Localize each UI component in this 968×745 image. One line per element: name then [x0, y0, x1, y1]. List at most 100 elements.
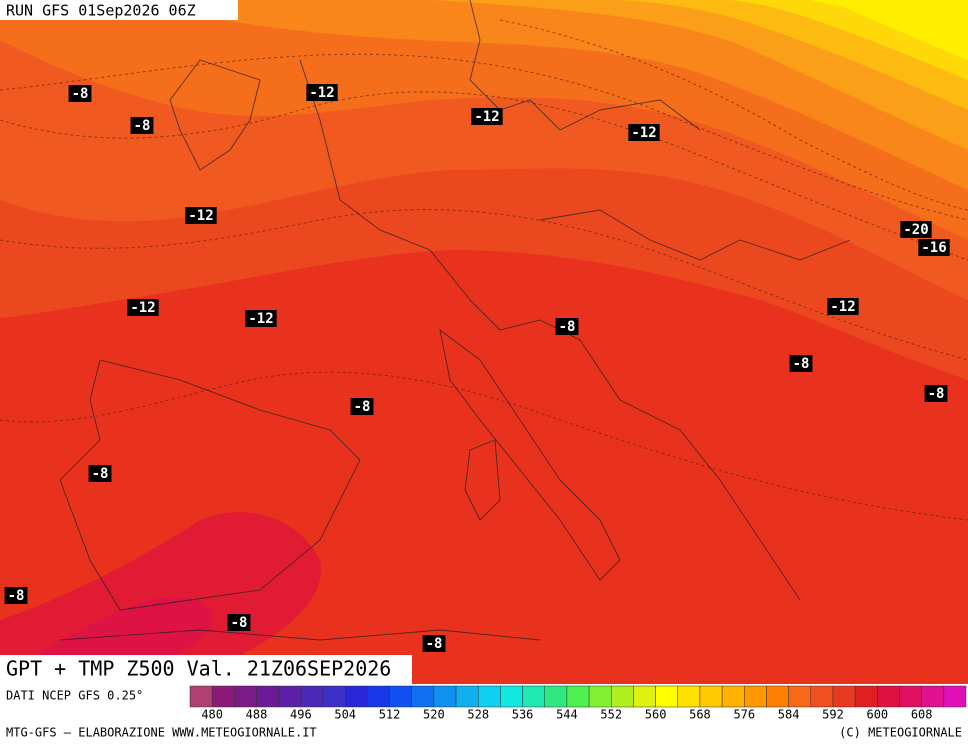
isotherm-text: -12 — [474, 109, 499, 125]
scale-swatch — [810, 685, 834, 708]
scale-swatch — [611, 685, 634, 708]
scale-swatch — [699, 685, 723, 708]
label-box — [245, 310, 277, 327]
scale-swatch — [189, 685, 213, 708]
isotherm-label: -12 — [827, 298, 859, 315]
isotherm-text: -8 — [72, 86, 89, 102]
scale-tick-label: 488 — [246, 708, 268, 722]
scale-swatch — [544, 685, 568, 708]
label-box — [918, 239, 950, 256]
scale-tick-label: 528 — [467, 708, 489, 722]
scale-swatch — [522, 685, 545, 708]
scale-swatch — [721, 685, 745, 708]
label-box — [185, 207, 217, 224]
isotherm-label: -8 — [88, 465, 112, 482]
isotherm-label: -8 — [130, 117, 154, 134]
isotherm-label: -12 — [245, 310, 277, 327]
isotherm-label: -8 — [4, 587, 28, 604]
label-box — [127, 299, 159, 316]
scale-swatch — [588, 685, 612, 708]
label-box — [789, 355, 813, 372]
isotherm-text: -8 — [231, 615, 248, 631]
label-box — [350, 398, 374, 415]
label-box — [306, 84, 338, 101]
isotherm-label: -12 — [306, 84, 338, 101]
scale-swatch — [921, 685, 945, 708]
isotherm-text: -8 — [92, 466, 109, 482]
isotherm-text: -8 — [426, 636, 443, 652]
isotherm-label: -16 — [918, 239, 950, 256]
scale-swatch — [899, 685, 922, 708]
isotherm-text: -20 — [903, 222, 928, 238]
scale-swatch — [389, 685, 412, 708]
isotherm-text: -8 — [8, 588, 25, 604]
run-label: RUN GFS 01Sep2026 06Z — [6, 2, 196, 20]
isotherm-text: -12 — [248, 311, 273, 327]
run-box — [0, 0, 238, 20]
label-box — [4, 587, 28, 604]
scale-tick-label: 520 — [423, 708, 445, 722]
scale-tick-label: 592 — [822, 708, 844, 722]
isotherm-label: -8 — [227, 614, 251, 631]
scale-swatch — [877, 685, 900, 708]
scale-swatch — [832, 685, 856, 708]
scale-tick-label: 544 — [556, 708, 578, 722]
isotherm-label: -8 — [789, 355, 813, 372]
scale-swatch — [234, 685, 257, 708]
scale-swatch — [455, 685, 479, 708]
footer-left: MTG-GFS — ELABORAZIONE WWW.METEOGIORNALE… — [6, 726, 317, 740]
map-field — [0, 0, 968, 684]
scale-tick-label: 496 — [290, 708, 312, 722]
scale-swatch — [256, 685, 279, 708]
isotherm-label: -8 — [68, 85, 92, 102]
isotherm-label: -8 — [555, 318, 579, 335]
scale-swatch — [500, 685, 523, 708]
isotherm-text: -8 — [559, 319, 576, 335]
label-box — [827, 298, 859, 315]
scale-tick-label: 560 — [645, 708, 667, 722]
isotherm-text: -8 — [928, 386, 945, 402]
isotherm-text: -8 — [793, 356, 810, 372]
isotherm-label: -20 — [900, 221, 932, 238]
isotherm-label: -8 — [422, 635, 446, 652]
isotherm-label: -12 — [185, 207, 217, 224]
isotherm-text: -12 — [188, 208, 213, 224]
label-box — [68, 85, 92, 102]
label-box — [422, 635, 446, 652]
title-box — [0, 655, 412, 684]
scale-swatch — [633, 685, 656, 708]
label-box — [227, 614, 251, 631]
scale-tick-label: 576 — [733, 708, 755, 722]
isotherm-labels: -8 -12 -12 -8 -12 -12 -20 -16 -12 -12 -12 -8 -8 -8 -8 -… — [4, 84, 950, 652]
label-box — [900, 221, 932, 238]
scale-tick-label: 512 — [379, 708, 401, 722]
isotherm-text: -8 — [134, 118, 151, 134]
scale-swatch — [211, 685, 235, 708]
scale-swatch — [367, 685, 390, 708]
scale-swatch — [278, 685, 302, 708]
scale-tick-label: 536 — [512, 708, 534, 722]
label-box — [88, 465, 112, 482]
scale-swatch — [322, 685, 346, 708]
scale-tick-label: 600 — [866, 708, 888, 722]
scale-swatch — [766, 685, 789, 708]
isotherm-text: -12 — [309, 85, 334, 101]
isotherm-text: -8 — [354, 399, 371, 415]
scale-tick-label: 608 — [911, 708, 933, 722]
isotherm-text: -12 — [130, 300, 155, 316]
scale-swatch — [300, 685, 324, 708]
scale-swatch — [477, 685, 501, 708]
label-box — [130, 117, 154, 134]
scale-swatch — [854, 685, 878, 708]
scale-tick-label: 504 — [334, 708, 356, 722]
label-box — [555, 318, 579, 335]
isotherm-text: -12 — [830, 299, 855, 315]
scale-swatch — [943, 685, 967, 708]
scale-swatch — [411, 685, 435, 708]
scale-swatch — [566, 685, 590, 708]
footer-right: (C) METEOGIORNALE — [839, 726, 962, 740]
scale-tick-label: 584 — [778, 708, 800, 722]
scale-tick-label: 552 — [600, 708, 622, 722]
isotherm-label: -12 — [127, 299, 159, 316]
